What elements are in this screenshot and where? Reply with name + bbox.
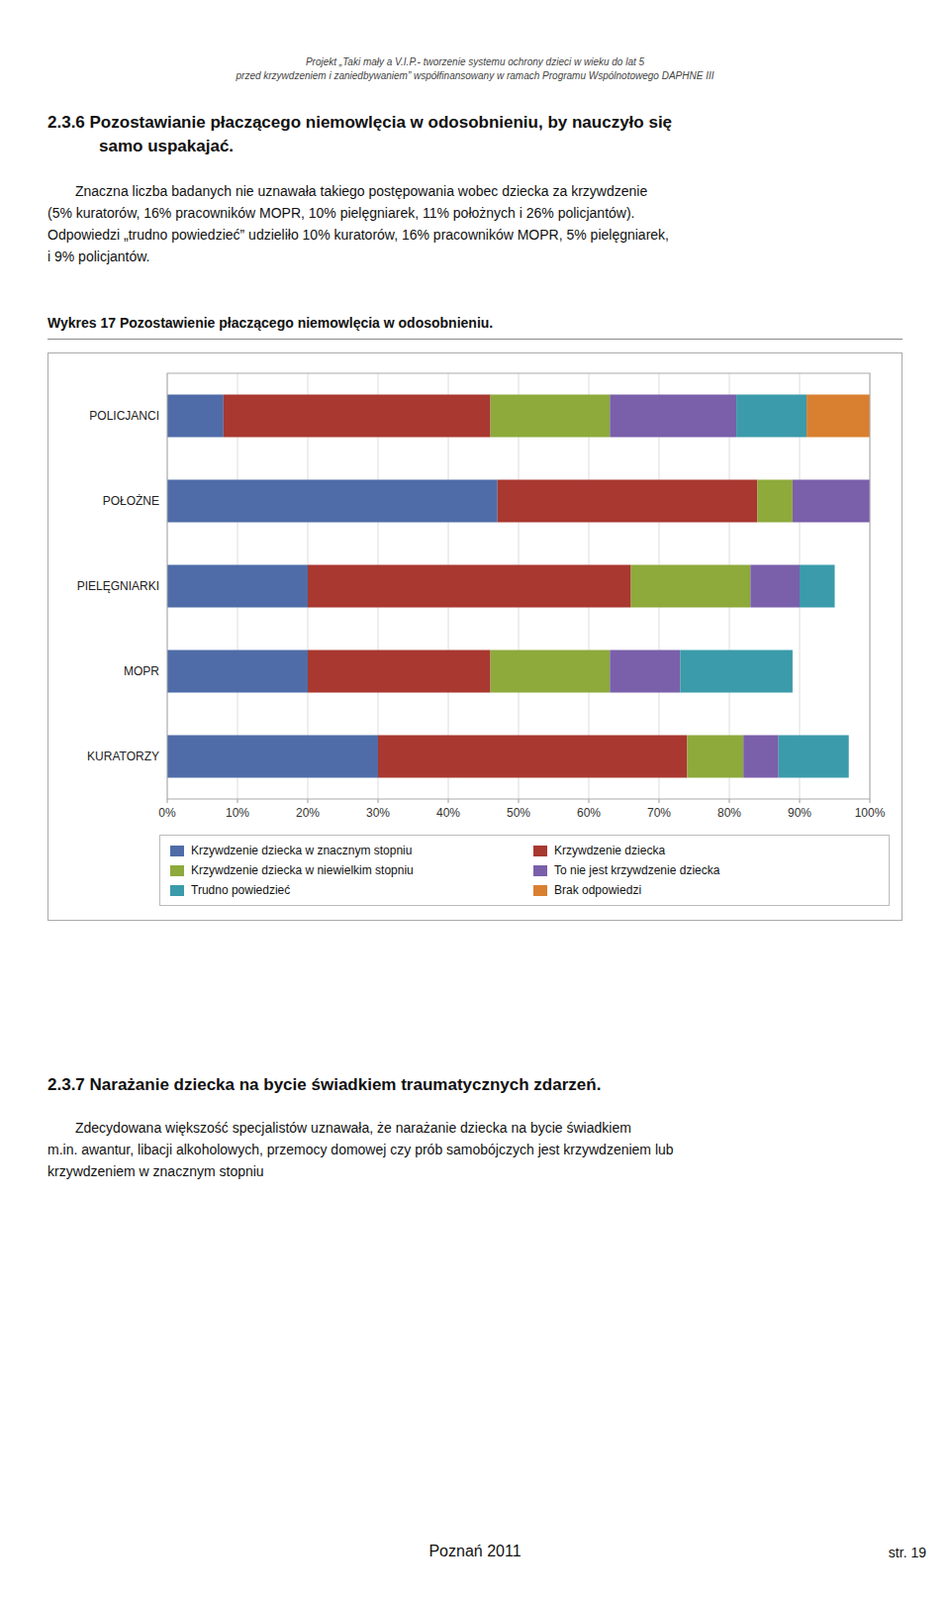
body-line: i 9% policjantów.	[47, 245, 903, 268]
tick-mark	[588, 798, 590, 803]
chart-title: Wykres 17 Pozostawienie płaczącego niemo…	[47, 314, 903, 340]
body-line: Zdecydowana większość specjalistów uznaw…	[47, 1116, 903, 1139]
bar-segment	[848, 735, 850, 778]
bar-segment	[792, 479, 870, 523]
section2-title: 2.3.7 Narażanie dziecka na bycie świadki…	[47, 1072, 903, 1097]
body-line: Odpowiedzi „trudno powiedzieć” udzieliło…	[47, 223, 903, 246]
bar-segment	[757, 479, 793, 523]
bar-segment	[378, 735, 687, 778]
body-text: Znaczna liczba badanych nie uznawała tak…	[47, 180, 903, 268]
bar-segment	[799, 565, 836, 608]
bar-segment	[490, 394, 611, 438]
page-header: Projekt „Taki mały a V.I.P.- tworzenie s…	[47, 55, 903, 84]
legend-item: Krzywdzenie dziecka w znacznym stopniu	[170, 843, 516, 857]
bar-segment	[631, 565, 752, 608]
tick-mark	[518, 798, 520, 803]
tick-mark	[729, 798, 731, 803]
bar-segment	[167, 735, 379, 778]
page-number: str. 19	[888, 1543, 927, 1560]
tick-label: 0%	[158, 805, 177, 820]
tick-mark	[799, 798, 801, 803]
legend-label: Krzywdzenie dziecka	[554, 843, 665, 857]
bar-segment	[167, 565, 308, 608]
tick-label: 50%	[506, 805, 531, 820]
legend-swatch	[170, 864, 185, 876]
bar-segment	[223, 394, 491, 438]
legend-swatch	[170, 884, 185, 896]
bars	[167, 394, 870, 778]
x-axis: 0% 10% 20% 30% 40% 50% 60% 70% 80% 90% 100%	[158, 373, 885, 820]
bar-segment	[490, 650, 611, 693]
bar-segment	[743, 735, 779, 778]
category-label: PIELĘGNIARKI	[77, 578, 160, 593]
legend-item: Krzywdzenie dziecka	[533, 843, 879, 857]
bar-segment	[497, 479, 759, 523]
tick-label: 90%	[787, 805, 812, 820]
footer: Poznań 2011	[0, 1541, 950, 1560]
tick-mark	[237, 798, 239, 803]
tick-label: 40%	[436, 805, 461, 820]
tick-mark	[659, 798, 661, 803]
header-line: przed krzywdzeniem i zaniedbywaniem” wsp…	[47, 69, 903, 84]
chart: 0% 10% 20% 30% 40% 50% 60% 70% 80% 90% 100% POLICJA…	[60, 363, 892, 829]
tick-label: 100%	[855, 805, 886, 820]
legend-item: Krzywdzenie dziecka w niewielkim stopniu	[170, 862, 516, 877]
tick-label: 60%	[576, 805, 601, 820]
bar-segment	[167, 479, 498, 523]
bar-segment	[778, 735, 850, 778]
legend-swatch	[533, 864, 548, 876]
category-label: POLICJANCI	[89, 408, 160, 423]
legend-label: Krzywdzenie dziecka w znacznym stopniu	[190, 843, 412, 857]
section-title-line: samo uspakajać.	[47, 134, 903, 159]
tick-mark	[307, 798, 309, 803]
bar-segment	[806, 394, 870, 438]
category-label: POŁOŻNE	[102, 493, 160, 508]
legend-item: Trudno powiedzieć	[170, 882, 516, 897]
tick-mark	[869, 798, 871, 803]
legend-label: To nie jest krzywdzenie dziecka	[554, 862, 720, 877]
bar-segment	[167, 650, 308, 693]
category-label: MOPR	[123, 664, 160, 678]
bar-segment	[686, 735, 744, 778]
legend-swatch	[533, 884, 548, 896]
tick-label: 70%	[647, 805, 671, 820]
bar-segment	[307, 565, 632, 608]
section-title: 2.3.6 Pozostawianie płaczącego niemowlęc…	[47, 110, 903, 159]
body-line: m.in. awantur, libacji alkoholowych, prz…	[47, 1138, 903, 1160]
tick-mark	[167, 798, 169, 803]
bar-segment	[609, 394, 737, 438]
bar-segment	[736, 394, 807, 438]
header-line: Projekt „Taki mały a V.I.P.- tworzenie s…	[47, 55, 903, 70]
bar-segment	[791, 650, 793, 693]
body-line: Znaczna liczba badanych nie uznawała tak…	[47, 180, 903, 202]
tick-mark	[448, 798, 450, 803]
section-title-line: 2.3.6 Pozostawianie płaczącego niemowlęc…	[47, 110, 903, 135]
legend-swatch	[533, 845, 548, 856]
tick-mark	[378, 798, 380, 803]
bar-segment	[167, 394, 224, 438]
bar-segment	[750, 565, 800, 608]
tick-label: 30%	[366, 805, 390, 820]
section2-body: Zdecydowana większość specjalistów uznaw…	[47, 1116, 903, 1182]
legend: Krzywdzenie dziecka w znacznym stopniu Kr…	[159, 834, 890, 906]
legend-item: Brak odpowiedzi	[533, 882, 879, 897]
tick-label: 20%	[295, 805, 320, 820]
y-axis: POLICJANCI POŁOŻNE PIELĘGNIARKI MOPR KURATOR…	[77, 408, 161, 763]
plot-frame	[167, 373, 870, 799]
bar-segment	[609, 650, 680, 693]
category-label: KURATORZY	[87, 749, 160, 763]
legend-label: Brak odpowiedzi	[554, 882, 642, 897]
bar-segment	[679, 650, 793, 693]
tick-label: 80%	[717, 805, 742, 820]
legend-swatch	[170, 845, 185, 856]
bar-segment	[307, 650, 491, 693]
bar-segment	[834, 565, 836, 608]
chart-box: 0% 10% 20% 30% 40% 50% 60% 70% 80% 90% 100% POLICJA…	[47, 352, 903, 921]
legend-item: To nie jest krzywdzenie dziecka	[533, 862, 879, 877]
body-line: krzywdzeniem w znacznym stopniu	[47, 1159, 903, 1182]
legend-label: Trudno powiedzieć	[190, 882, 290, 897]
body-line: (5% kuratorów, 16% pracowników MOPR, 10%…	[47, 201, 903, 224]
tick-label: 10%	[225, 805, 250, 820]
legend-label: Krzywdzenie dziecka w niewielkim stopniu	[190, 862, 414, 877]
